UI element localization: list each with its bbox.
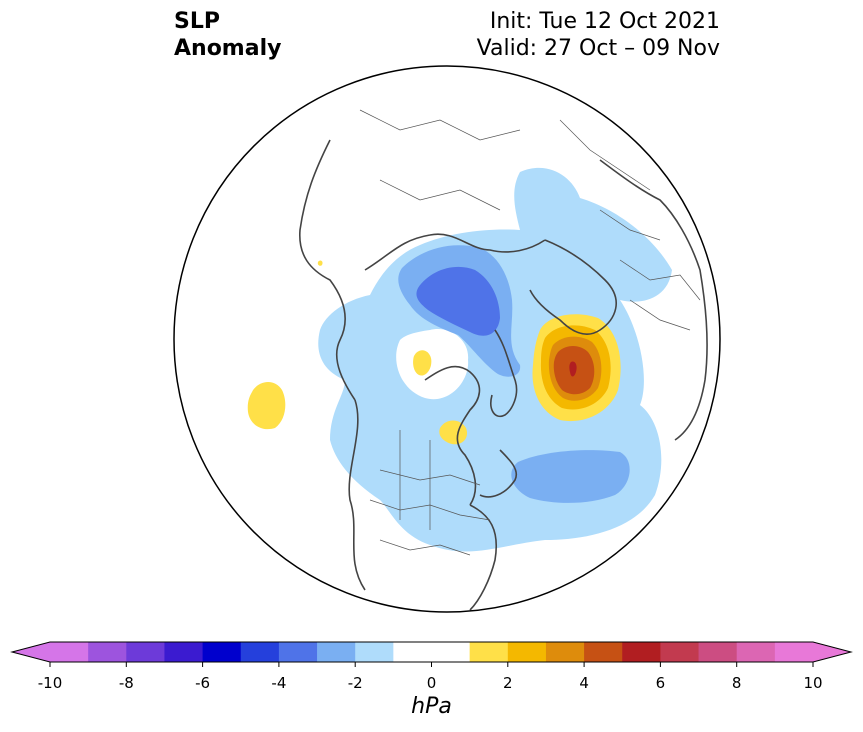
positive-anomaly-pacific: [247, 381, 286, 430]
coastlines: [299, 139, 708, 611]
colorbar-cell: [164, 642, 204, 662]
coastline-west-america: [348, 399, 366, 591]
coastline-arctic-asia: [364, 233, 546, 271]
colorbar-tick-label: 10: [803, 674, 822, 692]
colorbar-cell: [50, 642, 89, 662]
colorbar-cell: [469, 642, 509, 662]
colorbar-cell: [545, 642, 585, 662]
border-6: [379, 539, 471, 556]
colorbar-cell: [584, 642, 623, 662]
colorbar-cell: [774, 642, 814, 662]
map-title: SLP Anomaly: [174, 8, 281, 62]
border-3: [559, 119, 651, 191]
title-variable: SLP: [174, 9, 220, 34]
colorbar-tick-label: 0: [427, 674, 437, 692]
colorbar-ticks: -10 -8 -6 -4 -2 0 2 4 6 8 10: [38, 662, 823, 692]
colorbar-cell: [88, 642, 127, 662]
colorbar-cell: [317, 642, 356, 662]
colorbar-tick-label: -6: [195, 674, 210, 692]
border-10: [629, 299, 691, 331]
colorbar-cell: [126, 642, 165, 662]
valid-range: Valid: 27 Oct – 09 Nov: [476, 36, 720, 61]
coastline-east-america: [469, 504, 497, 611]
border-11: [599, 209, 661, 241]
coastline-pacific-asia: [299, 139, 356, 401]
colorbar-tick-label: 4: [579, 674, 589, 692]
colorbar-cell: [240, 642, 280, 662]
anomaly-field: [247, 167, 672, 552]
colorbar-cell: [698, 642, 738, 662]
colorbar-cell: [622, 642, 661, 662]
map-boundary: [173, 65, 721, 613]
colorbar-under-extension: [12, 642, 50, 662]
positive-anomaly-arctic: [413, 350, 432, 376]
colorbar-cell: [355, 642, 394, 662]
colorbar-over-extension: [813, 642, 851, 662]
colorbar-tick-label: -8: [119, 674, 134, 692]
colorbar-cell: [278, 642, 318, 662]
title-kind: Anomaly: [174, 36, 282, 61]
coastline-greenland: [490, 329, 518, 417]
border-2: [379, 179, 501, 211]
coastline-newfoundland: [479, 449, 518, 498]
colorbar-tick-label: 6: [656, 674, 666, 692]
init-date: Init: Tue 12 Oct 2021: [489, 9, 720, 34]
colorbar-tick-label: -4: [271, 674, 286, 692]
colorbar-cell: [202, 642, 242, 662]
forecast-dates: Init: Tue 12 Oct 2021 Valid: 27 Oct – 09…: [477, 8, 720, 62]
border-9: [619, 259, 701, 301]
colorbar-cells: [12, 642, 851, 662]
positive-anomaly-speck: [317, 260, 323, 266]
colorbar-cell: [431, 642, 471, 662]
colorbar-tick-label: 2: [503, 674, 513, 692]
coastline-africa-asia: [599, 159, 708, 441]
colorbar-tick-label: -10: [38, 674, 63, 692]
colorbar-cell: [393, 642, 432, 662]
borders: [359, 109, 701, 556]
colorbar-cell: [660, 642, 700, 662]
negative-anomaly-core: [416, 266, 500, 336]
coastline-europe: [529, 239, 617, 335]
colorbar-tick-label: -2: [348, 674, 363, 692]
colorbar-unit: hPa: [411, 694, 452, 719]
colorbar-cell: [736, 642, 776, 662]
colorbar-tick-label: 8: [732, 674, 742, 692]
polar-map: [173, 65, 721, 613]
colorbar-cell: [507, 642, 547, 662]
coastline-canada: [424, 365, 481, 506]
positive-anomaly-red: [569, 361, 577, 377]
colorbar: -10 -8 -6 -4 -2 0 2 4 6 8 10: [10, 641, 853, 692]
border-1: [359, 109, 521, 141]
negative-anomaly-mid-atlantic: [511, 450, 630, 503]
